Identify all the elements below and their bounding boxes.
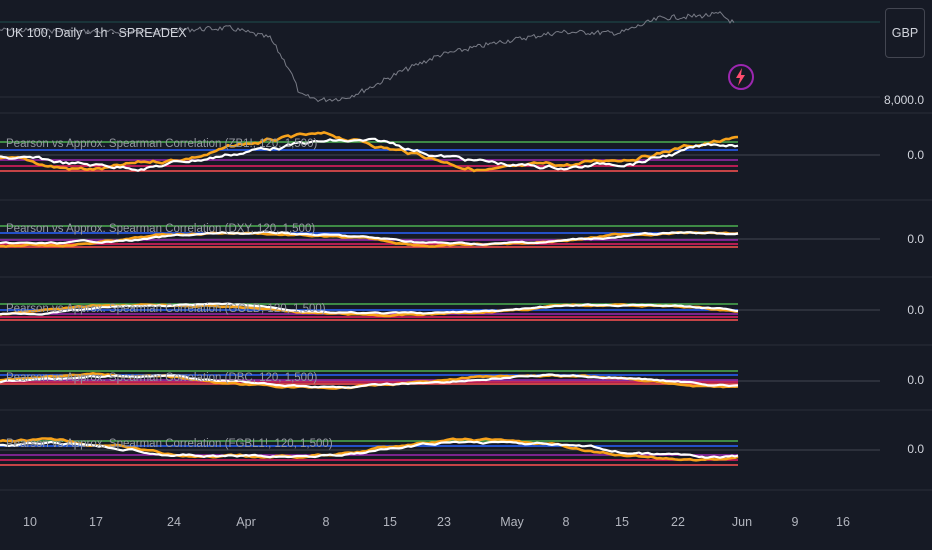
price-axis-label: 8,000.0 — [883, 93, 924, 107]
pane-zero-label-zb: 0.0 — [907, 148, 924, 162]
time-axis-label: 16 — [836, 515, 850, 529]
symbol-title[interactable]: UK 100, Daily · 1h · SPREADEX — [6, 26, 187, 40]
indicator-panes — [0, 131, 880, 466]
time-axis-label: 10 — [23, 515, 37, 529]
pearson-series — [0, 373, 739, 389]
spearman-series — [0, 131, 739, 173]
pearson-series — [0, 137, 739, 172]
pane-title-fgbl[interactable]: Pearson vs Approx. Spearman Correlation … — [6, 438, 333, 450]
currency-button[interactable]: GBP — [885, 8, 925, 58]
pane-title-dbc[interactable]: Pearson vs Approx. Spearman Correlation … — [6, 372, 318, 384]
price-series — [0, 11, 735, 103]
time-axis-label: 24 — [167, 515, 181, 529]
time-axis-label: 23 — [437, 515, 451, 529]
time-axis-label: 9 — [791, 515, 799, 529]
time-axis-label: May — [500, 515, 524, 529]
pearson-series — [0, 230, 739, 246]
time-axis-label: Jun — [731, 515, 753, 529]
time-axis-label: Apr — [236, 515, 256, 529]
pane-zero-label-dxy: 0.0 — [907, 232, 924, 246]
pane-title-dxy[interactable]: Pearson vs Approx. Spearman Correlation … — [6, 223, 316, 235]
time-axis-label: 15 — [383, 515, 397, 529]
price-pane — [0, 11, 880, 103]
pane-separators — [0, 112, 932, 491]
time-axis-label: 22 — [671, 515, 685, 529]
time-axis-label: 8 — [562, 515, 570, 529]
spearman-series — [0, 437, 739, 462]
pane-zero-label-fgbl: 0.0 — [907, 442, 924, 456]
pane-title-zb[interactable]: Pearson vs Approx. Spearman Correlation … — [6, 138, 318, 150]
pearson-series — [0, 302, 739, 316]
pane-title-gold[interactable]: Pearson vs Approx. Spearman Correlation … — [6, 303, 326, 315]
pearson-series — [0, 440, 739, 459]
pane-zero-label-dbc: 0.0 — [907, 373, 924, 387]
pane-zero-label-gold: 0.0 — [907, 303, 924, 317]
lightning-bolt-icon[interactable] — [726, 62, 756, 92]
time-axis-label: 17 — [89, 515, 103, 529]
time-axis-label: 8 — [322, 515, 330, 529]
time-axis-label: 15 — [615, 515, 629, 529]
